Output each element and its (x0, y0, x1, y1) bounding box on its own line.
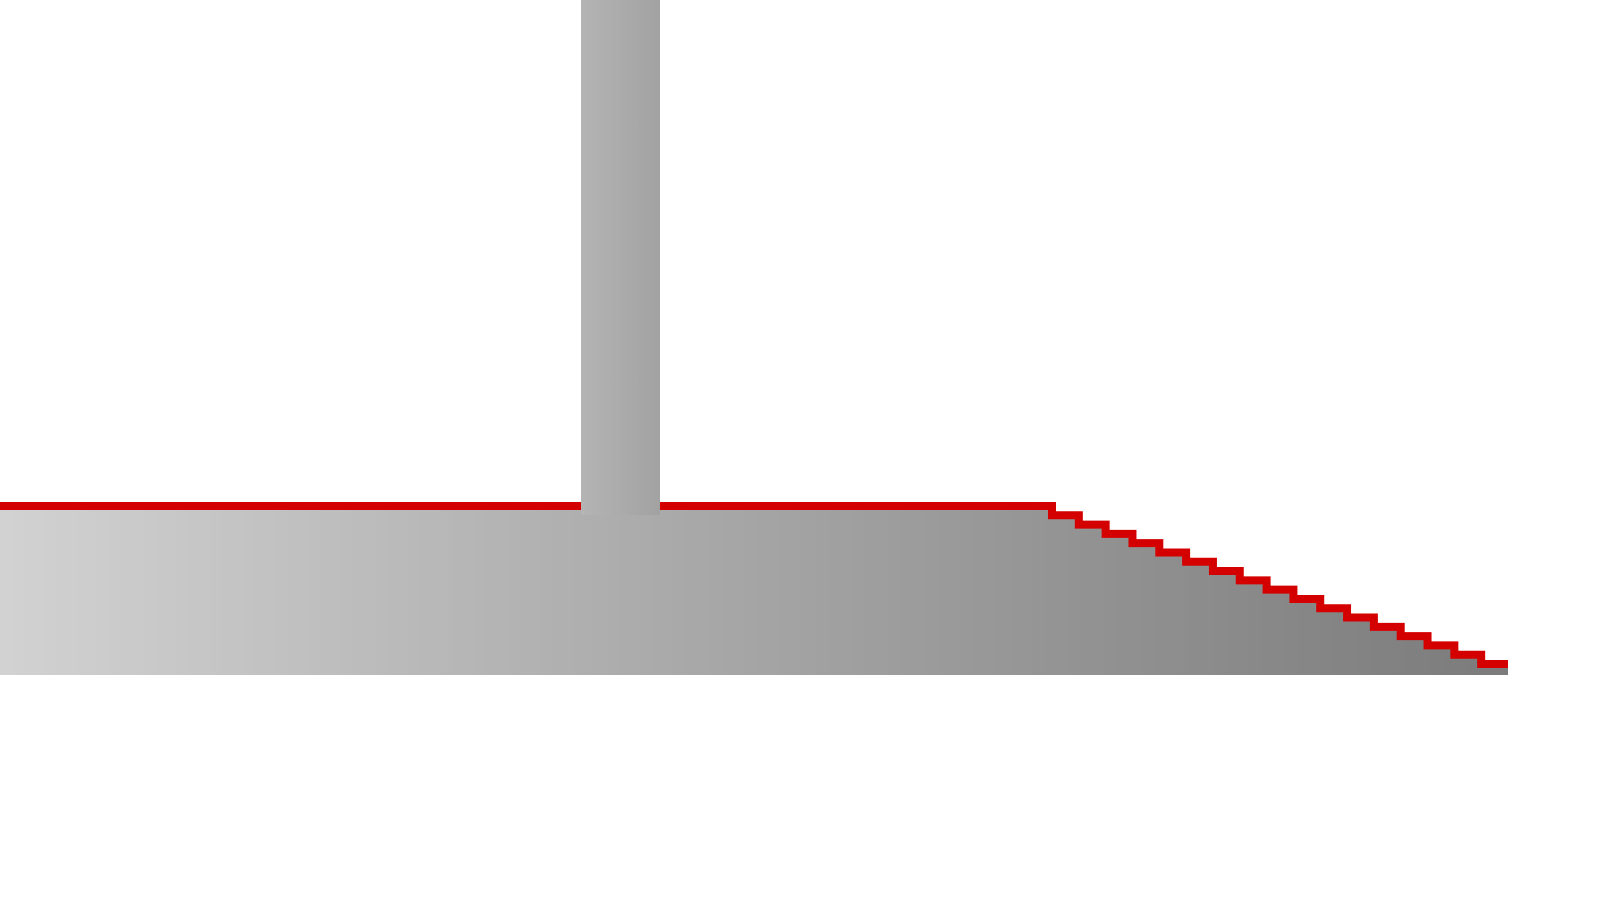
red-edge-outline (0, 502, 1508, 668)
ground-slab (0, 506, 1508, 675)
edge-line-right-stair (660, 502, 1508, 668)
vertical-pillar (581, 0, 660, 515)
